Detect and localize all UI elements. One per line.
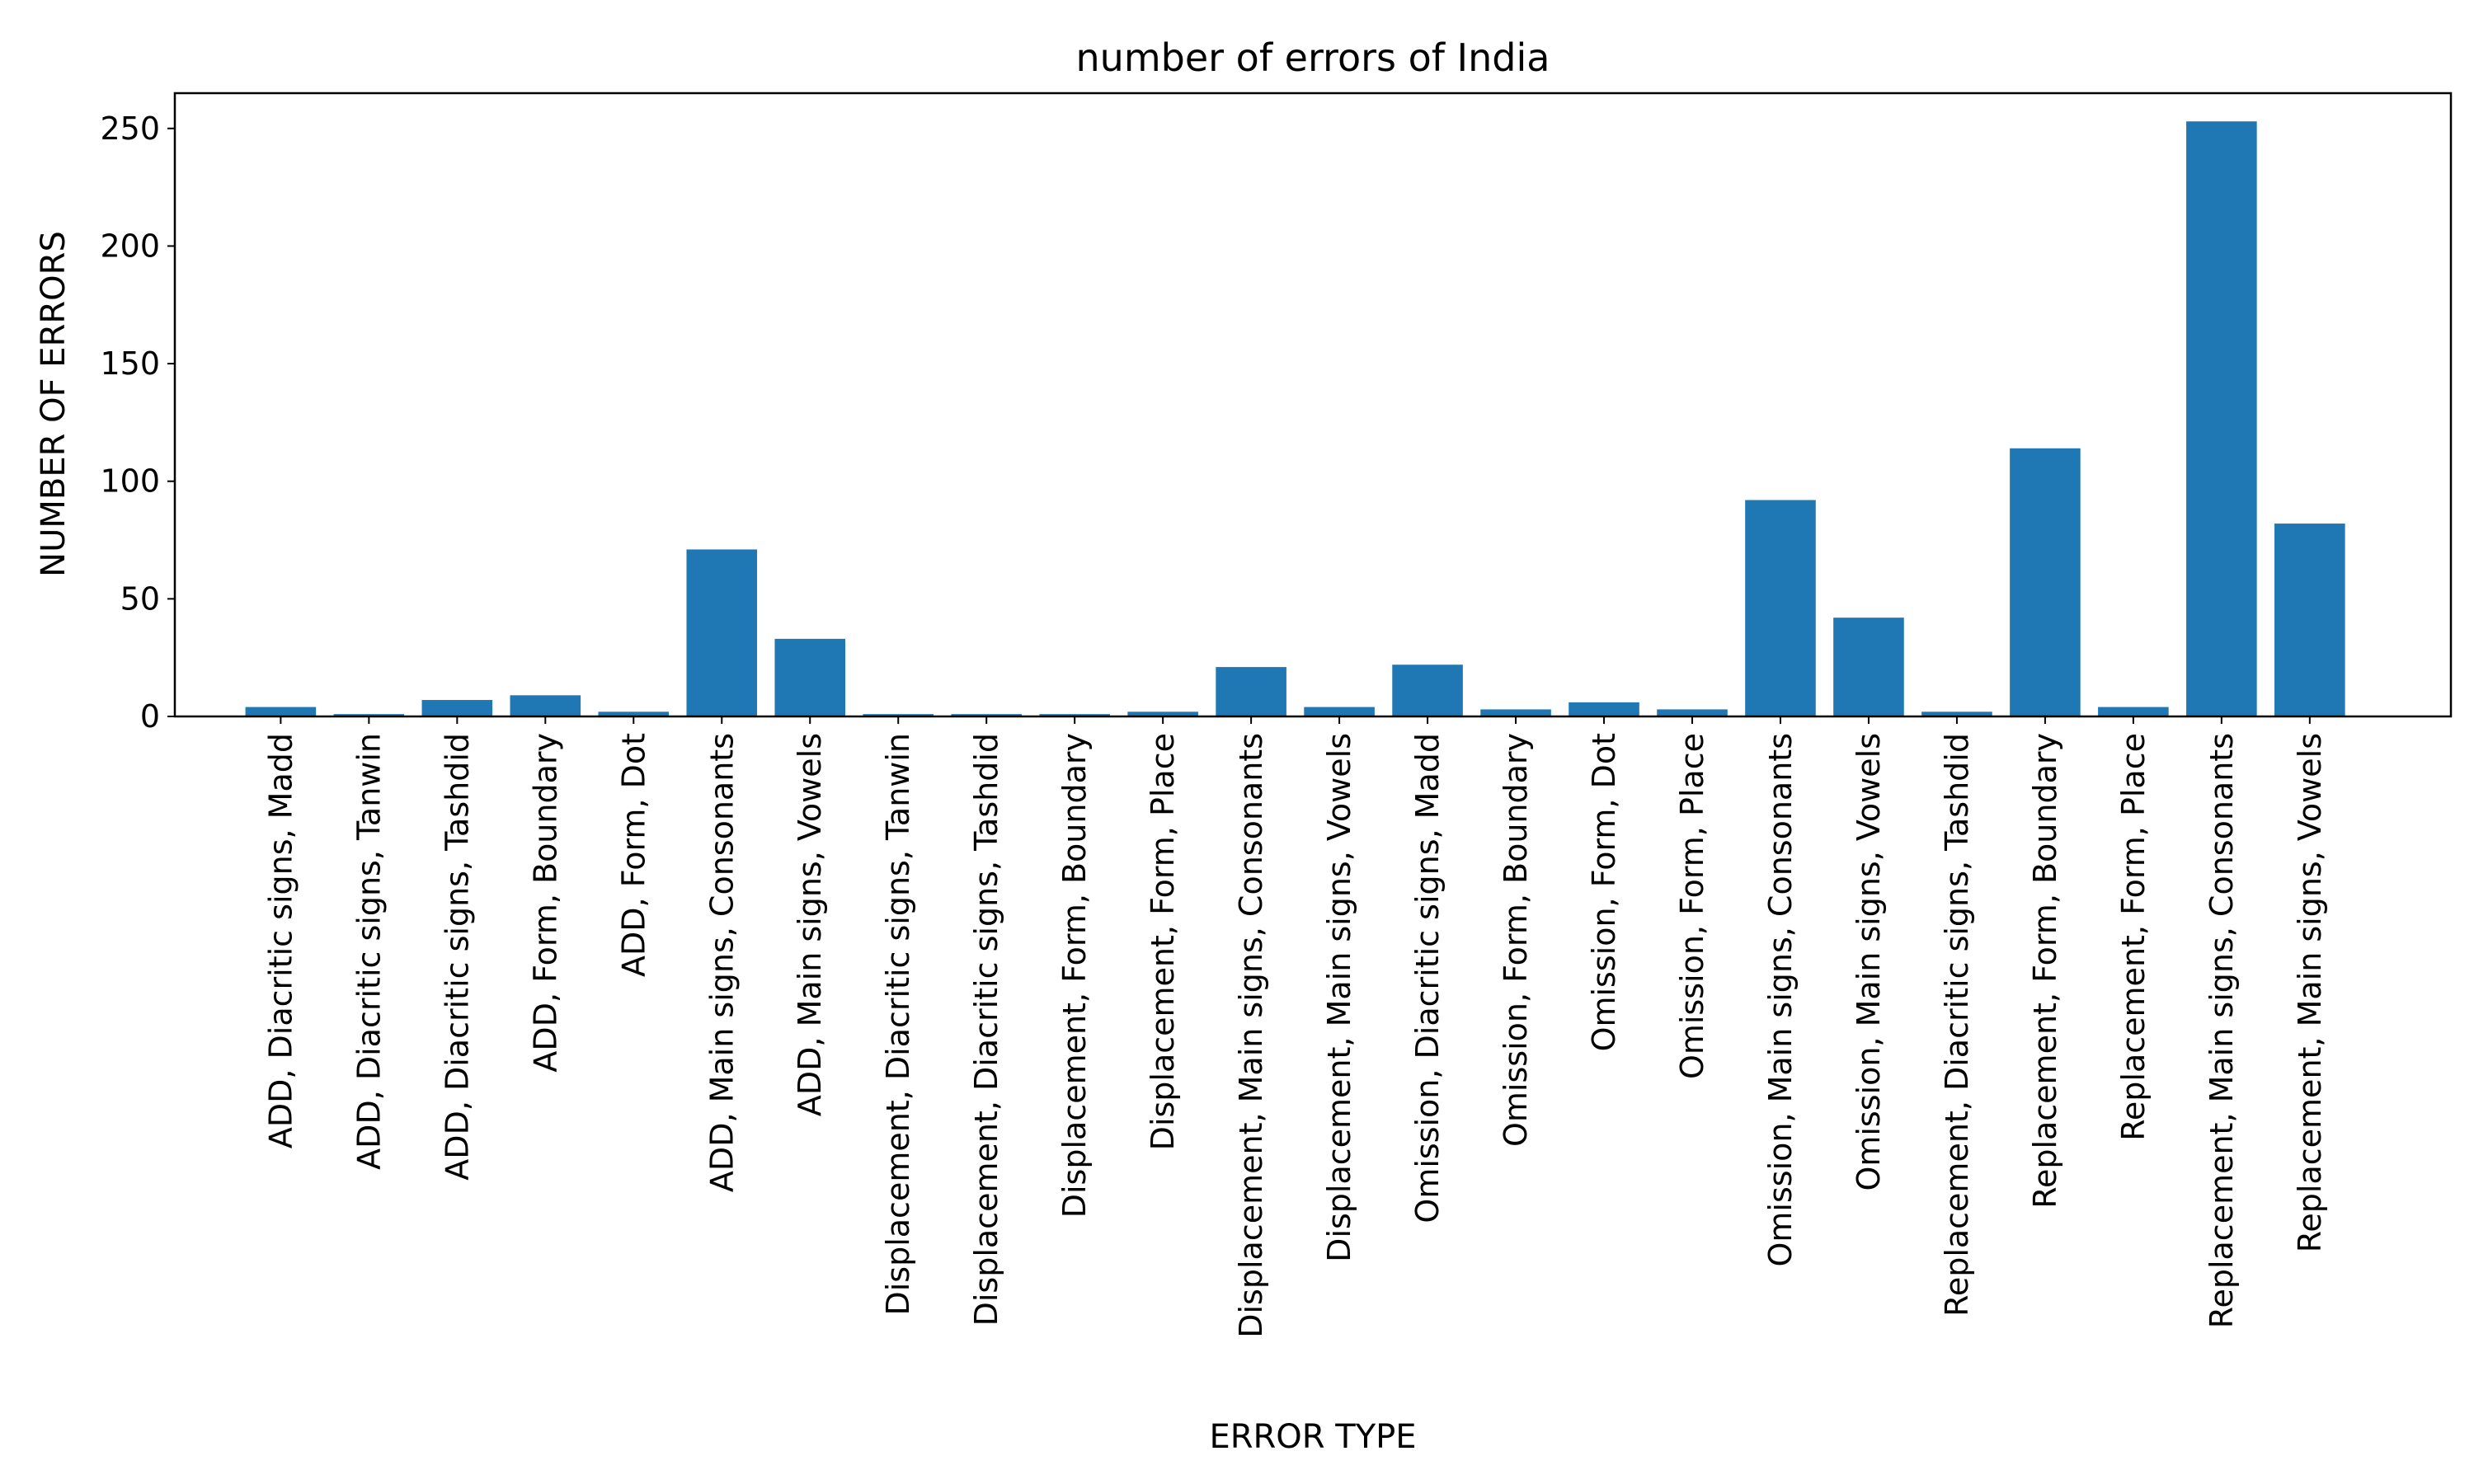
bar bbox=[1657, 709, 1728, 716]
x-tick-label: Omission, Form, Boundary bbox=[1498, 733, 1534, 1147]
x-tick-label: Replacement, Main signs, Consonants bbox=[2204, 733, 2240, 1328]
x-tick-label: Omission, Main signs, Vowels bbox=[1851, 733, 1887, 1191]
bar bbox=[1216, 667, 1286, 716]
bar bbox=[2098, 707, 2169, 716]
bars-layer bbox=[245, 121, 2345, 717]
x-tick-label: ADD, Diacritic signs, Tanwin bbox=[350, 733, 387, 1170]
x-tick-label: Displacement, Main signs, Consonants bbox=[1233, 733, 1269, 1338]
x-tick-label: ADD, Form, Dot bbox=[615, 733, 651, 977]
bar bbox=[1039, 714, 1110, 716]
bar bbox=[333, 714, 405, 716]
bar bbox=[1392, 665, 1463, 716]
bar bbox=[1921, 711, 1992, 716]
bar bbox=[598, 711, 670, 716]
y-tick-label: 0 bbox=[140, 698, 160, 735]
bar bbox=[421, 700, 493, 716]
x-tick-label: ADD, Main signs, Vowels bbox=[792, 733, 828, 1116]
x-tick-label: Displacement, Form, Place bbox=[1145, 733, 1181, 1150]
bar bbox=[1569, 702, 1639, 716]
y-tick-label: 50 bbox=[120, 580, 160, 617]
y-tick-label: 200 bbox=[100, 228, 160, 264]
chart-title: number of errors of India bbox=[1076, 35, 1550, 80]
y-tick-label: 100 bbox=[100, 463, 160, 500]
x-axis: ADD, Diacritic signs, Madd ADD, Diacritic… bbox=[262, 716, 2328, 1338]
bar bbox=[510, 695, 581, 716]
x-tick-label: ADD, Diacritic signs, Madd bbox=[262, 733, 299, 1148]
x-tick-label: Displacement, Diacritic signs, Tanwin bbox=[880, 733, 916, 1316]
y-axis-title: NUMBER OF ERRORS bbox=[35, 231, 73, 577]
x-tick-label: Displacement, Form, Boundary bbox=[1056, 733, 1093, 1218]
y-tick-label: 150 bbox=[100, 345, 160, 382]
x-tick-label: ADD, Diacritic signs, Tashdid bbox=[439, 733, 475, 1181]
x-tick-label: Displacement, Main signs, Vowels bbox=[1321, 733, 1357, 1262]
bar bbox=[1480, 709, 1551, 716]
plot-frame bbox=[173, 92, 2453, 718]
bar bbox=[2010, 448, 2081, 716]
x-tick-label: Omission, Form, Dot bbox=[1586, 733, 1622, 1051]
x-tick-label: Replacement, Form, Boundary bbox=[2027, 733, 2063, 1209]
y-tick-label: 250 bbox=[100, 110, 160, 147]
x-tick-label: ADD, Form, Boundary bbox=[527, 733, 563, 1073]
bar bbox=[2186, 121, 2257, 717]
bar bbox=[1127, 711, 1198, 716]
bar bbox=[951, 714, 1022, 716]
bar bbox=[1745, 500, 1816, 716]
x-tick-label: ADD, Main signs, Consonants bbox=[703, 733, 740, 1192]
x-tick-label: Displacement, Diacritic signs, Tashdid bbox=[968, 733, 1004, 1326]
x-tick-label: Omission, Form, Place bbox=[1674, 733, 1710, 1079]
bar bbox=[245, 707, 317, 716]
bar bbox=[1304, 707, 1375, 716]
x-tick-label: Omission, Diacritic signs, Madd bbox=[1409, 733, 1446, 1223]
x-axis-title: ERROR TYPE bbox=[1209, 1418, 1416, 1456]
bar bbox=[686, 549, 758, 716]
bar bbox=[863, 714, 934, 716]
x-tick-label: Replacement, Form, Place bbox=[2115, 733, 2152, 1141]
x-tick-label: Replacement, Diacritic signs, Tashdid bbox=[1939, 733, 1975, 1317]
x-tick-label: Replacement, Main signs, Vowels bbox=[2292, 733, 2328, 1252]
bar bbox=[1833, 618, 1904, 716]
bar bbox=[774, 638, 846, 716]
x-tick-label: Omission, Main signs, Consonants bbox=[1762, 733, 1799, 1267]
y-axis: 0 50 100 150 200 250 bbox=[100, 110, 175, 735]
bar bbox=[2274, 524, 2345, 716]
